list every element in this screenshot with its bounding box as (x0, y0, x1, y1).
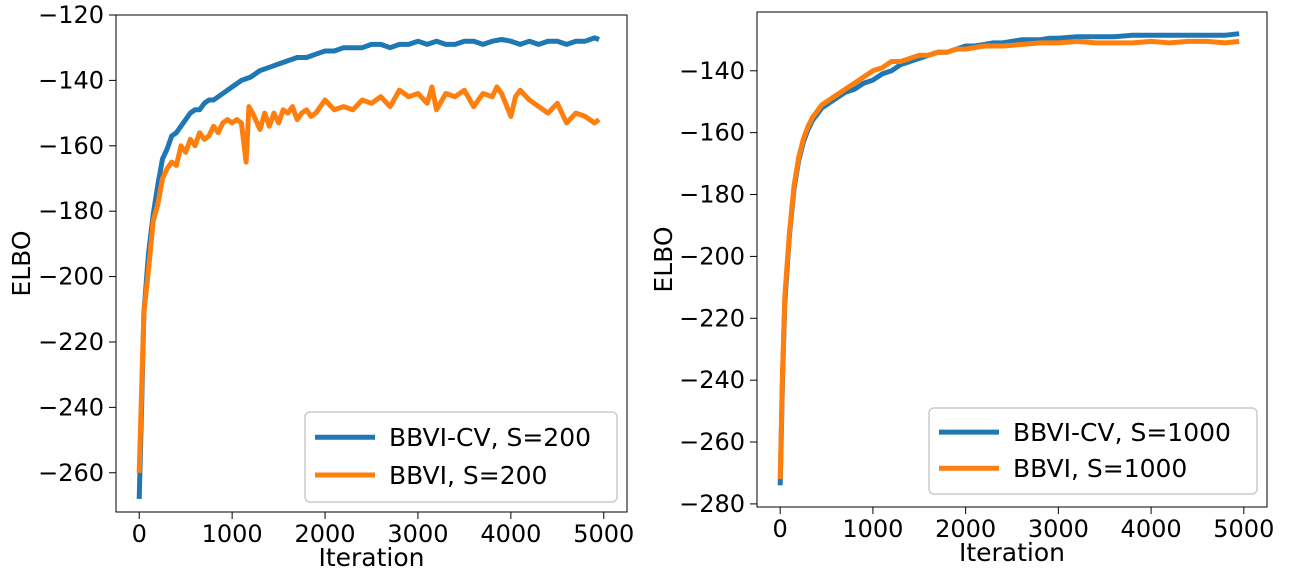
y-tick-label: −140 (679, 57, 745, 85)
legend-label-1: BBVI-CV, S=200 (389, 423, 591, 452)
x-tick-label: 4000 (1121, 515, 1182, 543)
chart-panel-2: 0 1000 2000 3000 4000 5000 −280 −260 −240 −220 −20… (649, 11, 1274, 567)
legend: BBVI-CV, S=1000 BBVI, S=1000 (928, 407, 1258, 495)
series-line-2 (136, 84, 601, 473)
legend-box (928, 407, 1258, 495)
y-tick-label: −200 (38, 263, 104, 291)
x-tick-label: 0 (132, 520, 147, 548)
legend-label-2: BBVI, S=1000 (1013, 454, 1187, 483)
x-tick-label: 1000 (842, 515, 903, 543)
y-tick-label: −180 (679, 181, 745, 209)
y-tick-label: −220 (679, 304, 745, 332)
x-tick-label: 2000 (935, 515, 996, 543)
legend-box (304, 411, 618, 503)
x-tick-label: 5000 (573, 520, 634, 548)
x-tick-label: 4000 (480, 520, 541, 548)
y-tick-label: −120 (38, 1, 104, 29)
series-line-1 (136, 35, 600, 499)
x-axis-title: Iteration (318, 543, 424, 571)
x-tick-label: 2000 (295, 520, 356, 548)
x-tick-label: 3000 (1028, 515, 1089, 543)
y-tick-label: −260 (679, 428, 745, 456)
x-tick-label: 3000 (387, 520, 448, 548)
chart-panel-1: 0 1000 2000 3000 4000 5000 −260 −240 −220 −200 −18… (7, 1, 634, 572)
y-axis-title: ELBO (649, 226, 678, 292)
legend: BBVI-CV, S=200 BBVI, S=200 (304, 411, 618, 503)
y-tick-label: −180 (38, 197, 104, 225)
x-tick-label: 1000 (202, 520, 263, 548)
plot-frame (115, 14, 628, 513)
series-line-2 (777, 38, 1240, 480)
y-axis-title: ELBO (7, 230, 36, 296)
y-tick-label: −260 (38, 459, 104, 487)
plot-frame (756, 11, 1268, 508)
x-tick-label: 0 (773, 515, 788, 543)
y-tick-label: −160 (679, 119, 745, 147)
y-tick-label: −140 (38, 66, 104, 94)
y-tick-label: −160 (38, 132, 104, 160)
y-tick-label: −220 (38, 328, 104, 356)
legend-label-2: BBVI, S=200 (389, 461, 547, 490)
y-tick-label: −240 (38, 393, 104, 421)
legend-label-1: BBVI-CV, S=1000 (1013, 418, 1231, 447)
y-tick-label: −280 (679, 490, 745, 518)
y-tick-label: −200 (679, 242, 745, 270)
x-axis-title: Iteration (959, 538, 1065, 567)
x-tick-label: 5000 (1213, 515, 1274, 543)
y-tick-label: −240 (679, 366, 745, 394)
